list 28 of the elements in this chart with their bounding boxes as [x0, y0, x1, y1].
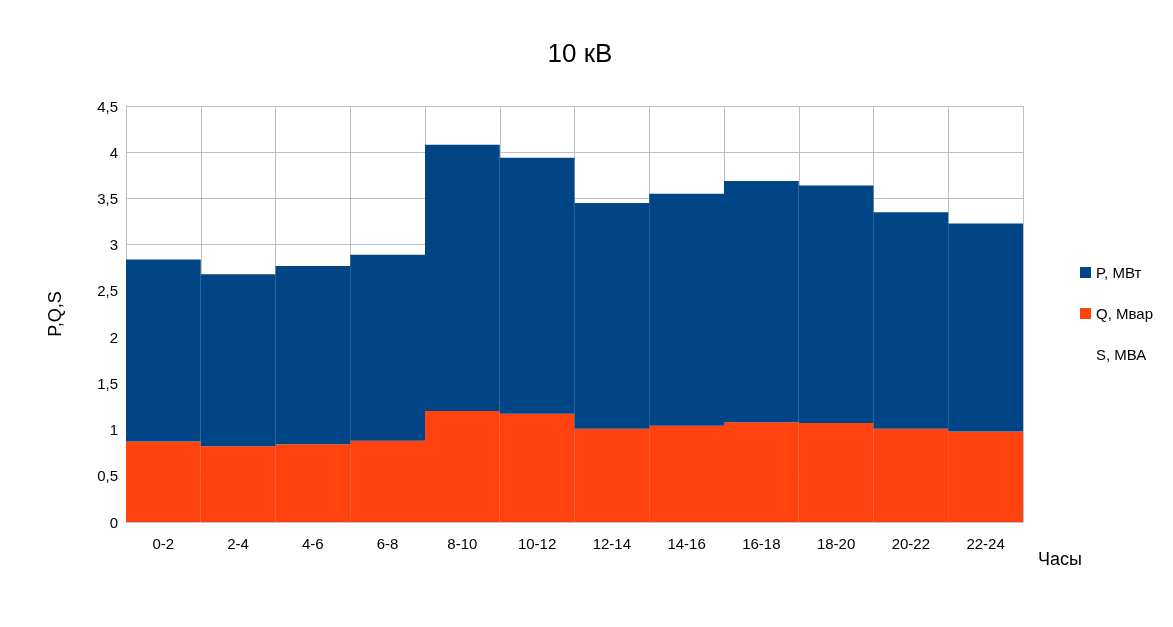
chart-title: 10 кВ [547, 38, 613, 68]
y-tick-label: 2,5 [97, 282, 118, 300]
y-tick-label: 3,5 [97, 189, 118, 207]
y-tick-label: 4,5 [97, 97, 118, 115]
x-tick-label: 10-12 [517, 535, 557, 552]
x-tick-label: 2-4 [227, 535, 249, 552]
y-axis-title: P,Q,S [45, 291, 65, 337]
y-tick-label: 0 [109, 513, 118, 531]
x-tick-label: 4-6 [302, 535, 324, 552]
x-tick-label: 6-8 [376, 535, 399, 552]
x-tick-label: 14-16 [667, 535, 706, 552]
x-axis-title: Часы [1038, 549, 1082, 569]
x-tick-label: 0-2 [152, 535, 175, 552]
x-tick-label: 22-24 [966, 535, 1005, 552]
x-tick-label: 18-20 [816, 535, 856, 552]
x-tick-label: 20-22 [891, 535, 931, 552]
y-tick-label: 2 [109, 328, 118, 346]
y-tick-label: 4 [109, 143, 118, 161]
legend-label: Q, Мвар [1096, 305, 1153, 322]
text: S, МВА [1096, 346, 1147, 363]
x-tick-label: 12-14 [592, 535, 632, 552]
x-tick-label: 16-18 [742, 535, 781, 552]
y-tick-label: 3 [109, 236, 118, 254]
y-tick-label: 1 [109, 421, 118, 439]
y-tick-label: 0,5 [97, 467, 118, 485]
legend-label: P, МВт [1096, 264, 1142, 281]
x-tick-label: 8-10 [447, 535, 478, 552]
y-tick-label: 1,5 [97, 374, 118, 392]
